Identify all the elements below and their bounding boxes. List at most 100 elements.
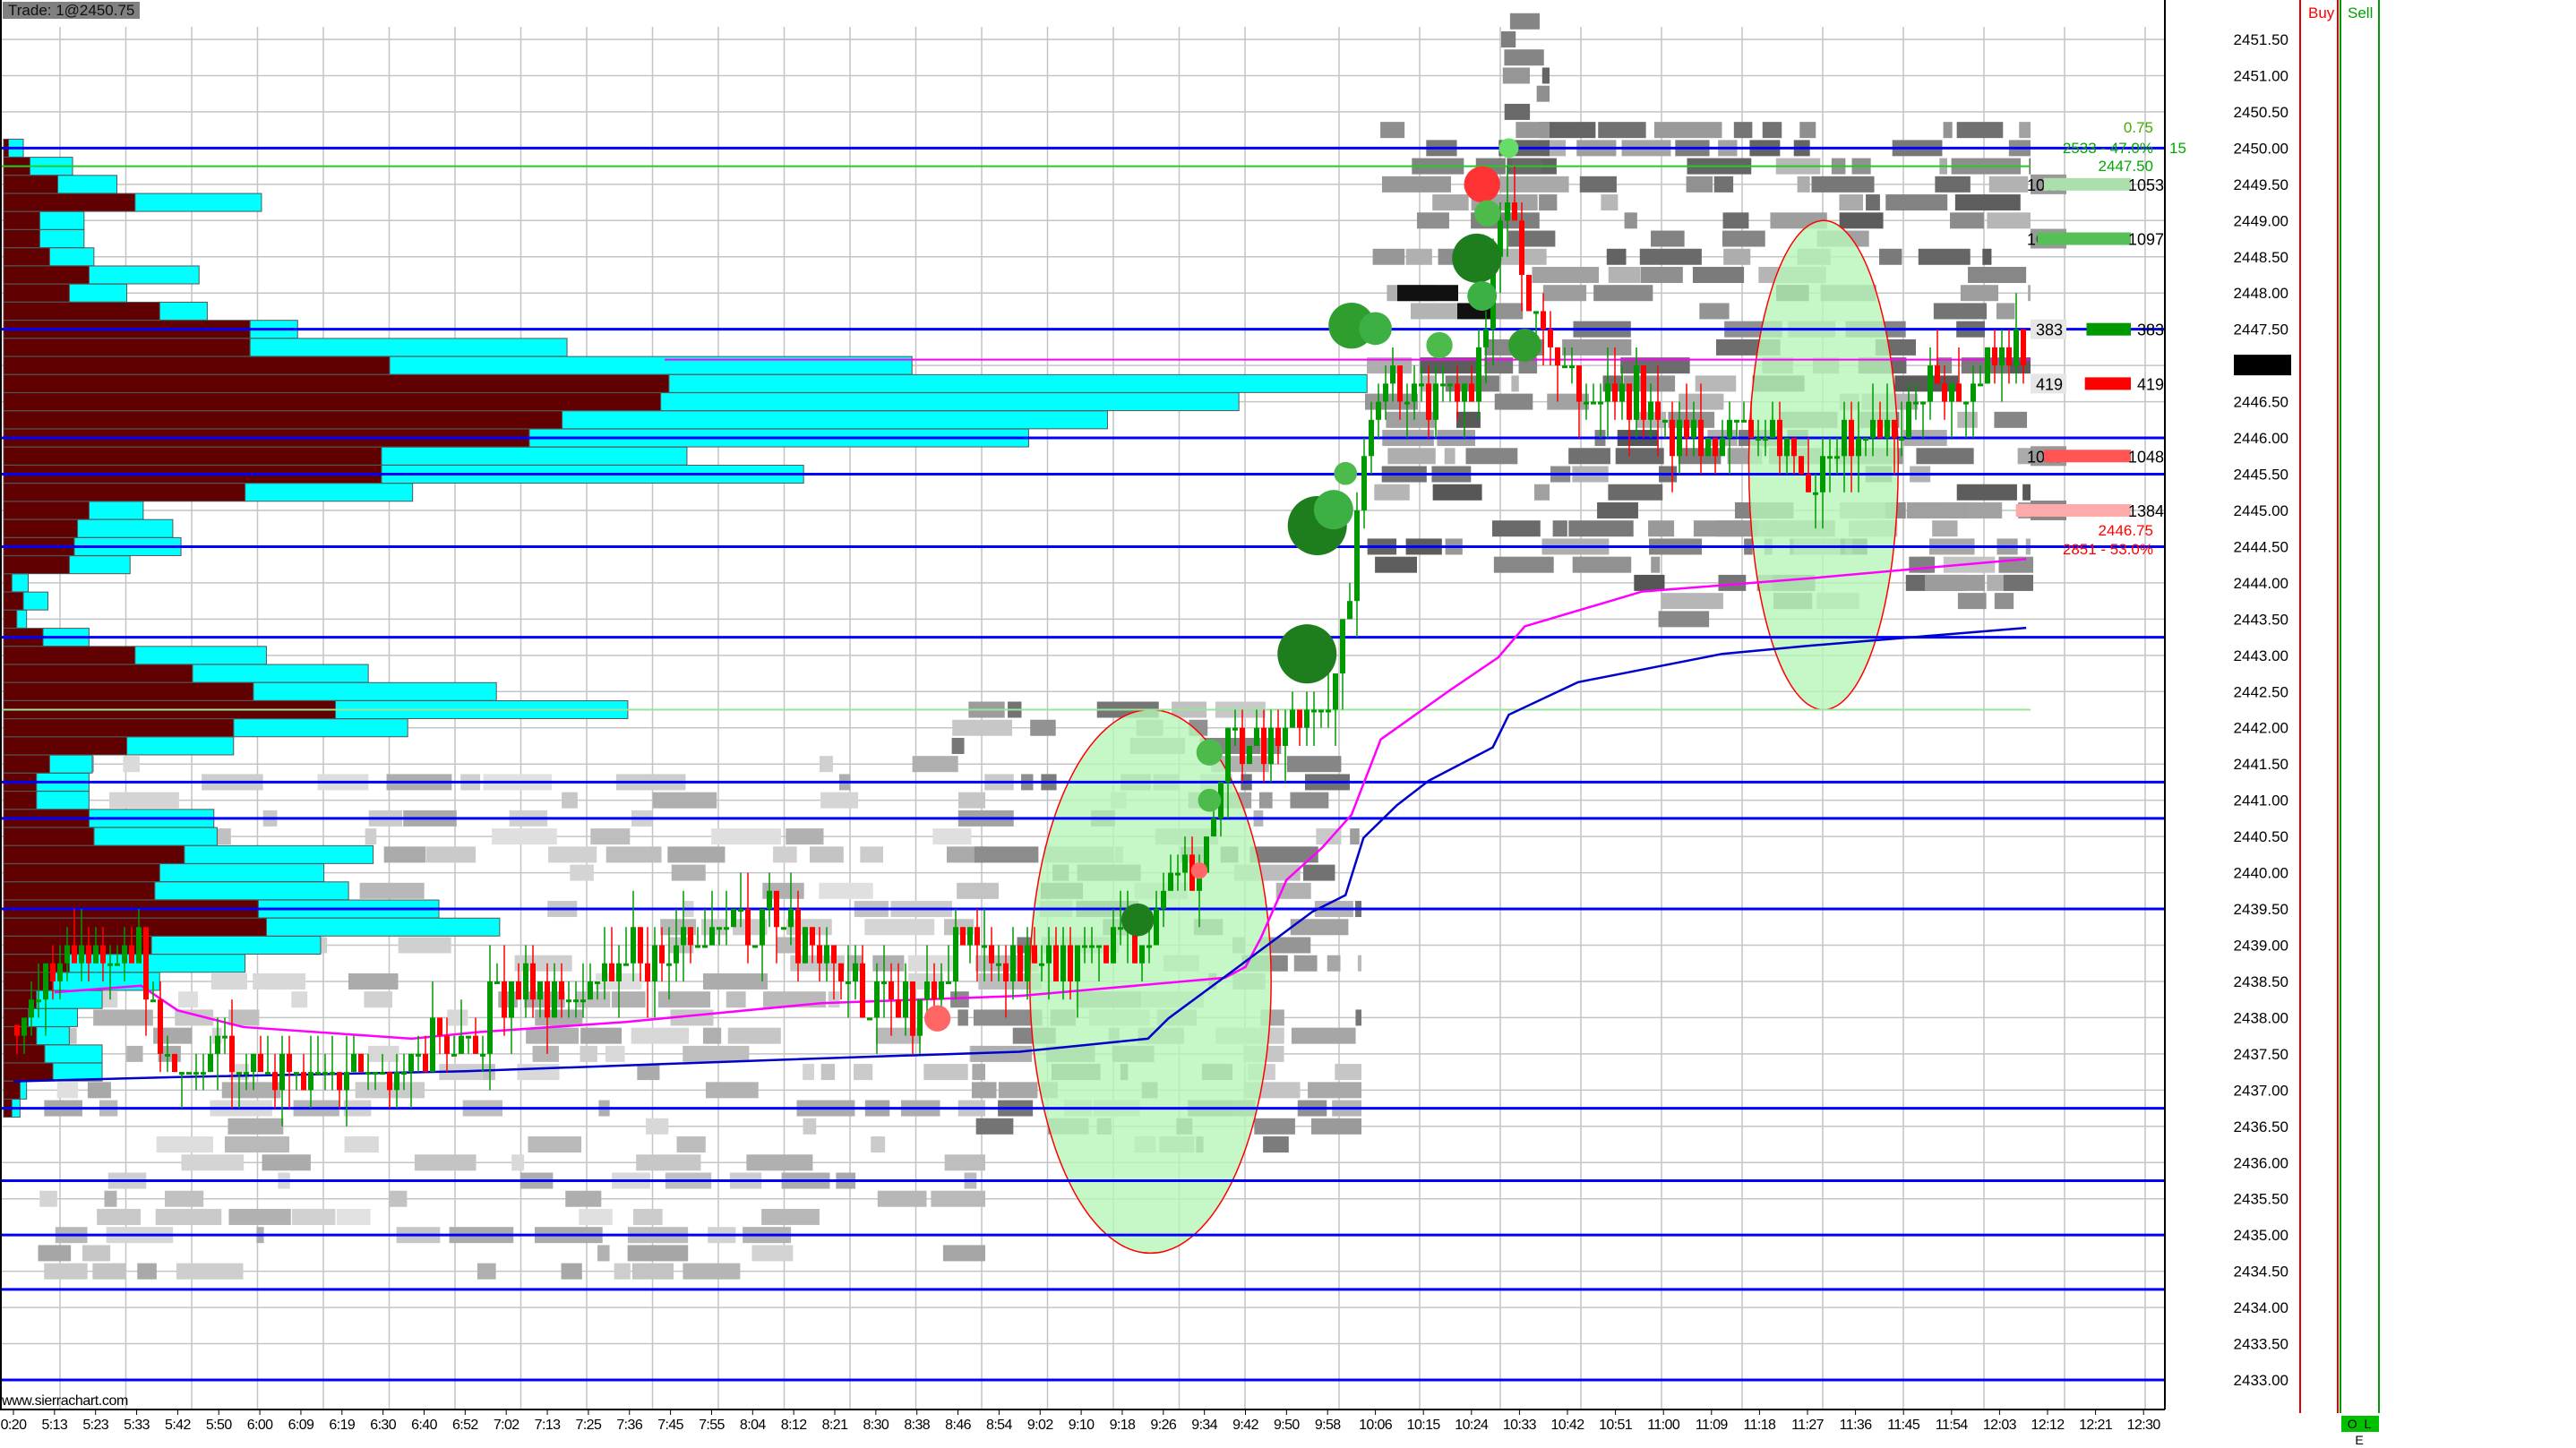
profile-buy-bar	[134, 646, 267, 665]
profile-sell-bar	[3, 229, 40, 249]
depth-cell	[359, 882, 425, 899]
depth-cell	[820, 792, 859, 809]
candle	[136, 927, 142, 964]
candle	[953, 927, 958, 981]
depth-cell	[1722, 230, 1765, 247]
volume-bubbles	[923, 138, 1541, 1032]
time-tick-label: 9:26	[1150, 1418, 1176, 1433]
ladder-depth-value: 1048	[2128, 448, 2164, 466]
profile-buy-bar	[381, 446, 688, 466]
sell-column-header[interactable]: Sell	[2348, 4, 2374, 21]
time-tick-label: 10:33	[1503, 1418, 1537, 1433]
price-tick-label: 2437.50	[2234, 1046, 2288, 1063]
depth-cell	[819, 882, 873, 899]
candle	[1720, 438, 1725, 457]
candle	[222, 1035, 228, 1039]
price-tick-label: 2436.50	[2234, 1118, 2288, 1135]
depth-cell	[414, 1154, 477, 1171]
candle	[279, 1053, 285, 1091]
depth-cell	[165, 1190, 204, 1207]
candle	[337, 1072, 342, 1091]
candle	[580, 999, 586, 1003]
candle	[29, 999, 34, 1018]
candle	[1591, 401, 1596, 405]
depth-cell	[1579, 176, 1617, 193]
depth-cell	[210, 972, 247, 990]
profile-sell-bar	[3, 681, 254, 701]
depth-cell	[1465, 448, 1518, 465]
highlight-ellipse	[1029, 708, 1272, 1255]
depth-cell	[228, 1118, 284, 1135]
candle	[516, 981, 521, 1000]
depth-cell	[253, 972, 306, 990]
profile-sell-bar	[3, 754, 50, 774]
depth-cell	[972, 1064, 985, 1081]
time-axis[interactable]: 0:20 5:13 5:23 5:33 5:42 5:50 6:00 6:09 6:19 6:30…	[1, 1409, 2161, 1433]
candle	[803, 927, 808, 964]
depth-cell	[1651, 556, 1661, 573]
candle	[1369, 419, 1374, 457]
profile-sell-bar	[3, 664, 193, 683]
candle	[1032, 945, 1037, 964]
candle	[1870, 419, 1876, 439]
depth-cell	[627, 1245, 689, 1262]
depth-cell	[657, 991, 711, 1008]
depth-cell	[447, 1009, 468, 1026]
depth-cell	[1811, 176, 1875, 193]
candle	[1089, 945, 1095, 948]
candle	[1791, 438, 1797, 457]
volume-bubble	[1498, 138, 1519, 159]
depth-cell	[1335, 1064, 1361, 1081]
price-tick-label: 2434.50	[2234, 1264, 2288, 1281]
volume-bubble	[1508, 329, 1541, 362]
depth-cell	[292, 1208, 336, 1225]
candle	[932, 981, 937, 1000]
depth-cell	[1275, 882, 1311, 899]
order-status-indicator[interactable]: O L E	[2341, 1416, 2379, 1447]
candle	[1469, 383, 1474, 402]
time-tick-label: 11:45	[1887, 1418, 1920, 1433]
depth-cell	[1956, 122, 2004, 139]
candle	[1304, 709, 1309, 728]
depth-cell	[1601, 194, 1619, 211]
candle	[1498, 220, 1503, 257]
buy-column-header[interactable]: Buy	[2308, 4, 2335, 21]
depth-cell	[819, 756, 833, 773]
depth-cell	[398, 937, 451, 954]
depth-cell	[854, 1064, 873, 1081]
time-tick-label: 9:02	[1027, 1418, 1053, 1433]
candle	[1512, 202, 1517, 221]
depth-cell	[636, 1154, 701, 1171]
time-tick-label: 8:54	[986, 1418, 1012, 1433]
candle	[272, 1072, 278, 1091]
depth-cell	[1885, 194, 1948, 211]
vwap-lines	[13, 557, 2027, 1083]
candle	[1748, 419, 1754, 439]
depth-cell	[973, 1009, 1043, 1026]
depth-cell	[702, 1027, 722, 1044]
profile-buy-bar	[88, 265, 200, 285]
depth-cell	[348, 972, 399, 990]
candle	[258, 1053, 263, 1073]
candle	[1447, 383, 1453, 387]
depth-cell	[872, 955, 905, 972]
depth-cell	[1996, 303, 2015, 320]
depth-cell	[1968, 266, 2027, 283]
price-tick-label: 2450.50	[2234, 104, 2288, 121]
candle	[1555, 347, 1560, 366]
candle	[1985, 347, 1990, 384]
dom-ladder: 1053105310971097383383419419104810481384…	[2015, 174, 2164, 520]
depth-cell	[364, 991, 393, 1008]
candle	[537, 981, 543, 1000]
candle	[709, 927, 715, 946]
candle	[846, 981, 851, 984]
depth-cell	[1432, 484, 1482, 501]
candle	[523, 963, 528, 1000]
depth-cell	[1640, 266, 1683, 283]
candle	[788, 909, 794, 928]
time-tick-label: 8:12	[781, 1418, 807, 1433]
depth-cell	[1933, 303, 1988, 320]
price-axis[interactable]: 2451.50 2451.00 2450.50 2450.00 2449.50 2449.…	[2234, 31, 2291, 1389]
candle	[1648, 401, 1653, 420]
